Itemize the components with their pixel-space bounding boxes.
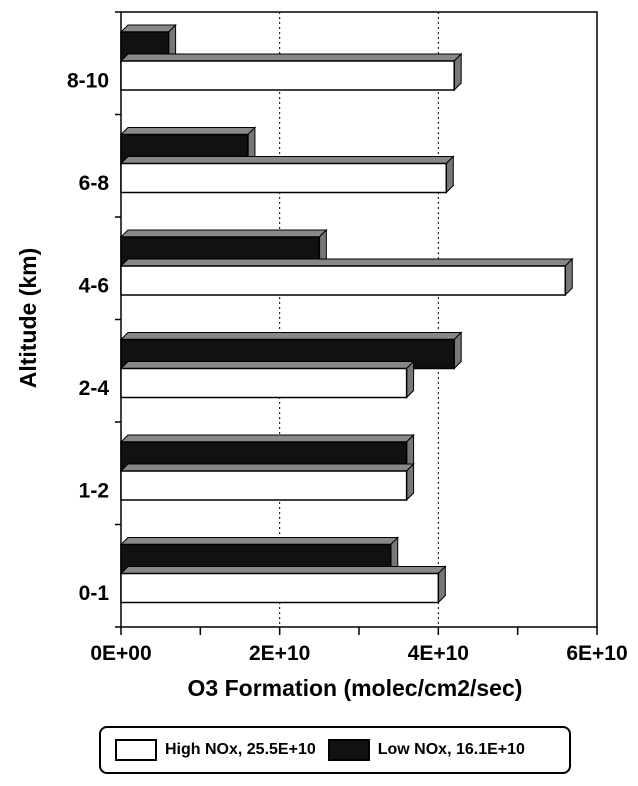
y-tick-label-2-4: 2-4: [79, 377, 110, 400]
bar-high-nox-2-4-top: [119, 361, 415, 369]
x-tick-label-3: 6E+10: [566, 642, 627, 665]
y-tick-label-8-10: 8-10: [67, 69, 109, 92]
bar-low-nox-4-6-top: [119, 229, 328, 238]
bar-low-nox-0-1-top: [119, 537, 399, 545]
x-tick-label-1: 2E+10: [249, 642, 310, 665]
legend-label-low-nox: Low NOx, 16.1E+10: [377, 741, 525, 758]
legend-swatch-high-nox: [115, 739, 157, 761]
bar-high-nox-4-6: [120, 265, 567, 296]
bar-low-nox-1-2-top: [119, 434, 415, 443]
bar-low-nox-2-4-top: [119, 332, 463, 340]
y-tick-label-6-8: 6-8: [79, 172, 110, 195]
y-tick-label-4-6: 4-6: [79, 274, 109, 297]
bar-high-nox-8-10: [120, 60, 455, 91]
bar-high-nox-1-2-side: [406, 462, 415, 502]
chart-legend: High NOx, 25.5E+10 Low NOx, 16.1E+10: [99, 726, 571, 774]
bar-high-nox-1-2-top: [119, 463, 415, 472]
bar-high-nox-8-10-side: [453, 52, 462, 92]
y-tick-label-1-2: 1-2: [79, 479, 109, 502]
bar-high-nox-0-1-top: [119, 566, 447, 574]
bar-high-nox-6-8: [120, 162, 448, 194]
bar-low-nox-6-8-top: [119, 127, 257, 135]
bar-low-nox-2-4-side: [453, 331, 462, 370]
bar-high-nox-4-6-top: [119, 258, 574, 267]
bar-high-nox-0-1-side: [437, 565, 446, 604]
bar-high-nox-4-6-side: [564, 257, 573, 297]
x-tick-label-2: 4E+10: [408, 642, 469, 665]
legend-item-high-nox: High NOx, 25.5E+10: [115, 739, 316, 761]
bar-high-nox-8-10-top: [119, 53, 463, 62]
y-axis-title: Altitude (km): [15, 248, 41, 389]
bar-low-nox-8-10-top: [119, 24, 177, 33]
y-tick-label-0-1: 0-1: [79, 582, 110, 605]
legend-swatch-low-nox: [327, 739, 370, 761]
bar-high-nox-0-1: [120, 572, 440, 604]
bar-high-nox-6-8-top: [119, 156, 455, 164]
bar-high-nox-1-2: [120, 470, 408, 501]
legend-label-high-nox: High NOx, 25.5E+10: [165, 741, 316, 758]
bar-high-nox-2-4: [120, 367, 408, 399]
bar-high-nox-6-8-side: [445, 155, 454, 194]
bar-high-nox-2-4-side: [406, 360, 415, 399]
plot-frame: [120, 11, 598, 628]
x-tick-label-0: 0E+00: [90, 642, 151, 665]
legend-item-low-nox: Low NOx, 16.1E+10: [327, 739, 525, 761]
x-axis-title: O3 Formation (molec/cm2/sec): [188, 675, 523, 701]
